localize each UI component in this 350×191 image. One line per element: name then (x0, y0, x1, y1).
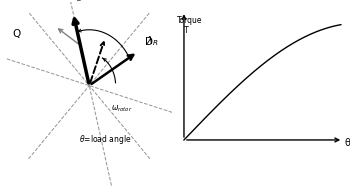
Text: Torque
   T: Torque T (177, 16, 203, 35)
Text: D: D (145, 37, 153, 47)
Text: $\lambda_S$: $\lambda_S$ (70, 0, 83, 4)
Text: θ: θ (344, 138, 350, 148)
Text: $\theta$=load angle: $\theta$=load angle (79, 133, 132, 146)
Text: Q: Q (13, 29, 21, 39)
Text: $\omega_{rotor}$: $\omega_{rotor}$ (111, 104, 133, 114)
Text: $\lambda_R$: $\lambda_R$ (146, 34, 159, 48)
